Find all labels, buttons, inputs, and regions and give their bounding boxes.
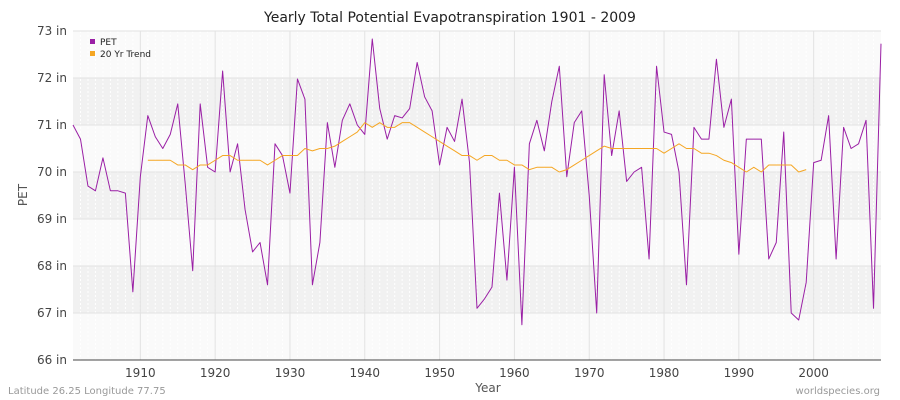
footer-site: worldspecies.org (796, 386, 880, 397)
y-tick-label: 72 in (37, 71, 67, 85)
y-tick-label: 69 in (37, 212, 67, 226)
legend: PET 20 Yr Trend (90, 38, 151, 60)
x-axis: 1910 1920 1930 1940 1950 1960 1970 1980 1990 2000 (125, 366, 829, 380)
grid (73, 30, 881, 361)
plot-band (73, 219, 881, 266)
footer-coordinates: Latitude 26.25 Longitude 77.75 (8, 386, 166, 397)
series-line-pet (72, 38, 882, 326)
x-tick-label: 1930 (275, 366, 306, 380)
legend-label-trend: 20 Yr Trend (100, 50, 151, 60)
x-axis-title: Year (474, 381, 500, 395)
x-tick-label: 2000 (798, 366, 829, 380)
y-tick-label: 71 in (37, 118, 67, 132)
y-tick-label: 67 in (37, 306, 67, 320)
chart-title: Yearly Total Potential Evapotranspiratio… (263, 10, 636, 26)
series-group (72, 38, 882, 326)
x-tick-label: 1950 (424, 366, 455, 380)
x-tick-label: 1980 (649, 366, 680, 380)
y-tick-label: 70 in (37, 165, 67, 179)
x-tick-label: 1970 (574, 366, 605, 380)
series-line-trend (147, 122, 807, 173)
y-tick-label: 73 in (37, 24, 67, 38)
x-tick-label: 1940 (350, 366, 381, 380)
legend-swatch-trend (90, 51, 95, 56)
y-tick-label: 68 in (37, 259, 67, 273)
legend-label-pet: PET (100, 38, 117, 48)
x-tick-label: 1910 (125, 366, 156, 380)
legend-swatch-pet (90, 39, 95, 44)
y-axis: 66 in 67 in 68 in 69 in 70 in 71 in 72 in 73 in (37, 24, 67, 367)
x-tick-label: 1960 (499, 366, 530, 380)
y-tick-label: 66 in (37, 353, 67, 367)
x-tick-label: 1920 (200, 366, 231, 380)
plot-band (73, 78, 881, 125)
plot-band (73, 31, 881, 78)
x-tick-label: 1990 (724, 366, 755, 380)
y-axis-title: PET (16, 183, 30, 206)
